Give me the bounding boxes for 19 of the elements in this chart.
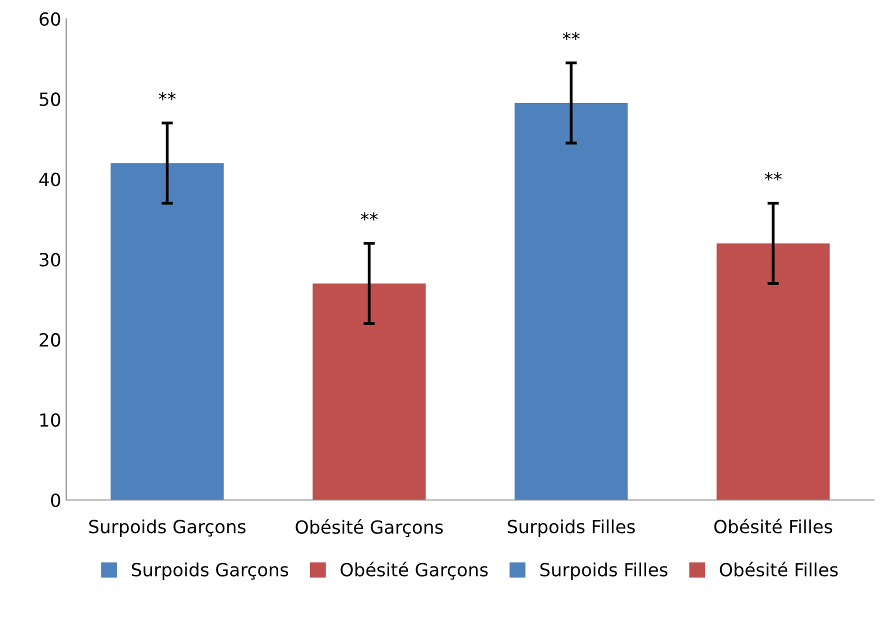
x-tick-label: Surpoids Filles	[508, 519, 635, 537]
legend-label: Surpoids Filles	[540, 562, 668, 580]
legend-label: Obésité Garçons	[340, 562, 488, 580]
y-tick-label: 0	[51, 493, 60, 508]
y-tick-label: 10	[40, 413, 60, 427]
y-tick-label: 40	[39, 172, 60, 186]
x-tick-label: Obésité Filles	[714, 518, 832, 534]
legend-label: Surpoids Garçons	[132, 562, 288, 580]
y-tick-label: 20	[40, 333, 60, 347]
y-tick-label: 60	[40, 12, 60, 26]
x-tick-label: Obésité Garçons	[296, 519, 443, 538]
annotation: **	[158, 92, 176, 100]
y-tick-label: 30	[40, 252, 60, 266]
y-tick-label: 50	[40, 92, 60, 106]
annotation: **	[562, 32, 580, 40]
annotation: **	[764, 172, 782, 180]
legend-label: Obésité Filles	[720, 562, 838, 576]
annotation: **	[360, 212, 378, 221]
x-tick-label: Surpoids Garçons	[89, 519, 246, 537]
